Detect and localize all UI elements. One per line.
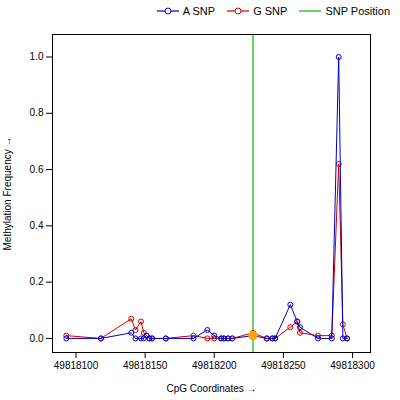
svg-text:0.6: 0.6 xyxy=(30,164,44,175)
svg-text:0.8: 0.8 xyxy=(30,107,44,118)
html-text:SNP Position: SNP Position xyxy=(325,5,390,17)
svg-text:0.4: 0.4 xyxy=(30,220,44,231)
svg-text:49818300: 49818300 xyxy=(330,360,375,371)
svg-text:Methylation Frequency →: Methylation Frequency → xyxy=(2,137,13,251)
svg-text:0.0: 0.0 xyxy=(30,333,44,344)
svg-text:CpG Coordinates →: CpG Coordinates → xyxy=(166,383,256,394)
svg-text:49818150: 49818150 xyxy=(123,360,168,371)
html-text:G SNP: G SNP xyxy=(253,5,288,17)
svg-text:1.0: 1.0 xyxy=(30,51,44,62)
svg-text:49818250: 49818250 xyxy=(261,360,306,371)
svg-text:49818200: 49818200 xyxy=(192,360,237,371)
html-text:A SNP: A SNP xyxy=(182,5,216,17)
svg-text:49818100: 49818100 xyxy=(54,360,99,371)
svg-text:0.2: 0.2 xyxy=(30,276,44,287)
